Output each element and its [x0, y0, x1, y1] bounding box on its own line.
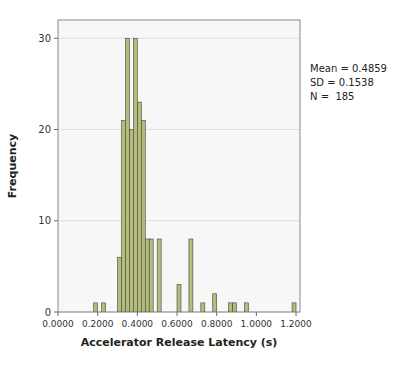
- x-tick-label: 1.2000: [280, 319, 312, 329]
- bar: [229, 303, 233, 312]
- bar: [201, 303, 205, 312]
- annotation-line: N = 185: [310, 91, 354, 102]
- bar: [137, 102, 141, 312]
- x-tick: [137, 312, 138, 316]
- annotation: Mean = 0.4859 SD = 0.1538 N = 185: [310, 63, 387, 102]
- x-tick: [177, 312, 178, 316]
- x-tick: [216, 312, 217, 316]
- bar: [189, 239, 193, 312]
- bars: [94, 38, 296, 312]
- annotation-line: Mean = 0.4859: [310, 63, 387, 74]
- x-axis-label: Accelerator Release Latency (s): [81, 336, 278, 349]
- y-tick-label: 20: [38, 124, 51, 135]
- grid-line: [58, 38, 300, 39]
- grid-line: [58, 220, 300, 221]
- bar: [177, 285, 181, 312]
- y-axis-label: Frequency: [6, 134, 19, 198]
- x-tick-label: 0.8000: [201, 319, 233, 329]
- bar: [233, 303, 237, 312]
- bar: [292, 303, 296, 312]
- bar: [121, 120, 125, 312]
- x-tick-label: 0.0000: [42, 319, 74, 329]
- x-tick-label: 0.6000: [161, 319, 193, 329]
- y-tick: [54, 312, 58, 313]
- plot-area: [58, 20, 300, 312]
- x-tick-label: 0.4000: [122, 319, 154, 329]
- y-tick-label: 30: [38, 33, 51, 44]
- bar: [94, 303, 98, 312]
- bar: [149, 239, 153, 312]
- bar: [141, 120, 145, 312]
- y-tick-label: 10: [38, 215, 51, 226]
- bar: [213, 294, 217, 312]
- y-tick: [54, 129, 58, 130]
- x-tick-label: 1.0000: [241, 319, 273, 329]
- y-tick: [54, 38, 58, 39]
- bar: [102, 303, 106, 312]
- chart: 0 10 20 30 0.0000 0.2000 0.4000 0.6000 0.8000 1.0…: [0, 0, 412, 370]
- x-tick: [97, 312, 98, 316]
- x-tick: [58, 312, 59, 316]
- x-tick: [296, 312, 297, 316]
- y-tick: [54, 220, 58, 221]
- bar: [118, 257, 122, 312]
- grid-line: [58, 129, 300, 130]
- bar: [125, 38, 129, 312]
- bar: [133, 38, 137, 312]
- bar: [145, 239, 149, 312]
- y-tick-label: 0: [45, 307, 51, 318]
- plot-frame: [58, 20, 300, 312]
- bar: [157, 239, 161, 312]
- annotation-line: SD = 0.1538: [310, 77, 374, 88]
- bar: [129, 130, 133, 313]
- x-tick-label: 0.2000: [82, 319, 114, 329]
- x-tick: [256, 312, 257, 316]
- bar: [244, 303, 248, 312]
